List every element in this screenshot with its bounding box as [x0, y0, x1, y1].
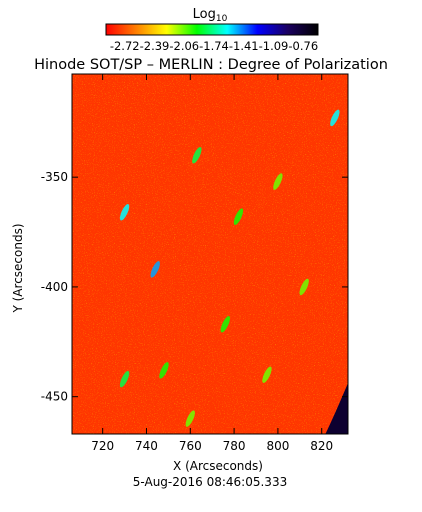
- colorbar: [105, 23, 319, 36]
- heatmap-feature: [233, 208, 244, 225]
- heatmap-corner-feature: [325, 383, 348, 434]
- timestamp-subtitle: 5-Aug-2016 08:46:05.333: [133, 475, 287, 489]
- x-tick-label: 740: [135, 439, 158, 453]
- heatmap-feature: [119, 204, 130, 221]
- heatmap-texture: [72, 74, 348, 434]
- x-tick-label: 780: [223, 439, 246, 453]
- y-tick-label: -450: [41, 390, 68, 404]
- plot-area: [72, 74, 348, 434]
- heatmap-feature: [150, 261, 160, 278]
- x-tick-label: 800: [266, 439, 289, 453]
- heatmap-feature: [262, 366, 272, 383]
- y-axis-label: Y (Arcseconds): [11, 223, 25, 313]
- colorbar-tick-labels: -2.72-2.39-2.06-1.74-1.41-1.09-0.76: [110, 39, 318, 53]
- heatmap-features: [119, 109, 348, 434]
- heatmap-feature: [299, 278, 309, 296]
- y-tick-label: -350: [41, 170, 68, 184]
- plot-frame: [71, 73, 349, 435]
- heatmap-feature: [220, 315, 231, 333]
- heatmap-feature: [273, 173, 283, 190]
- heatmap-feature: [159, 362, 169, 379]
- x-tick-label: 820: [310, 439, 333, 453]
- y-tick-label: -400: [41, 280, 68, 294]
- x-tick-label: 760: [179, 439, 202, 453]
- x-axis-label: X (Arcseconds): [173, 459, 263, 473]
- y-axis: -350 -400 -450: [41, 170, 348, 404]
- x-tick-label: 720: [91, 439, 114, 453]
- colorbar-label: Log10: [193, 7, 228, 24]
- heatmap-feature: [330, 109, 340, 127]
- heatmap-feature: [185, 410, 195, 427]
- heatmap-feature: [119, 370, 130, 388]
- x-axis: 720 740 760 780 800 820: [91, 74, 333, 453]
- heatmap-feature: [192, 146, 202, 164]
- chart-title: Hinode SOT/SP – MERLIN : Degree of Polar…: [34, 57, 388, 73]
